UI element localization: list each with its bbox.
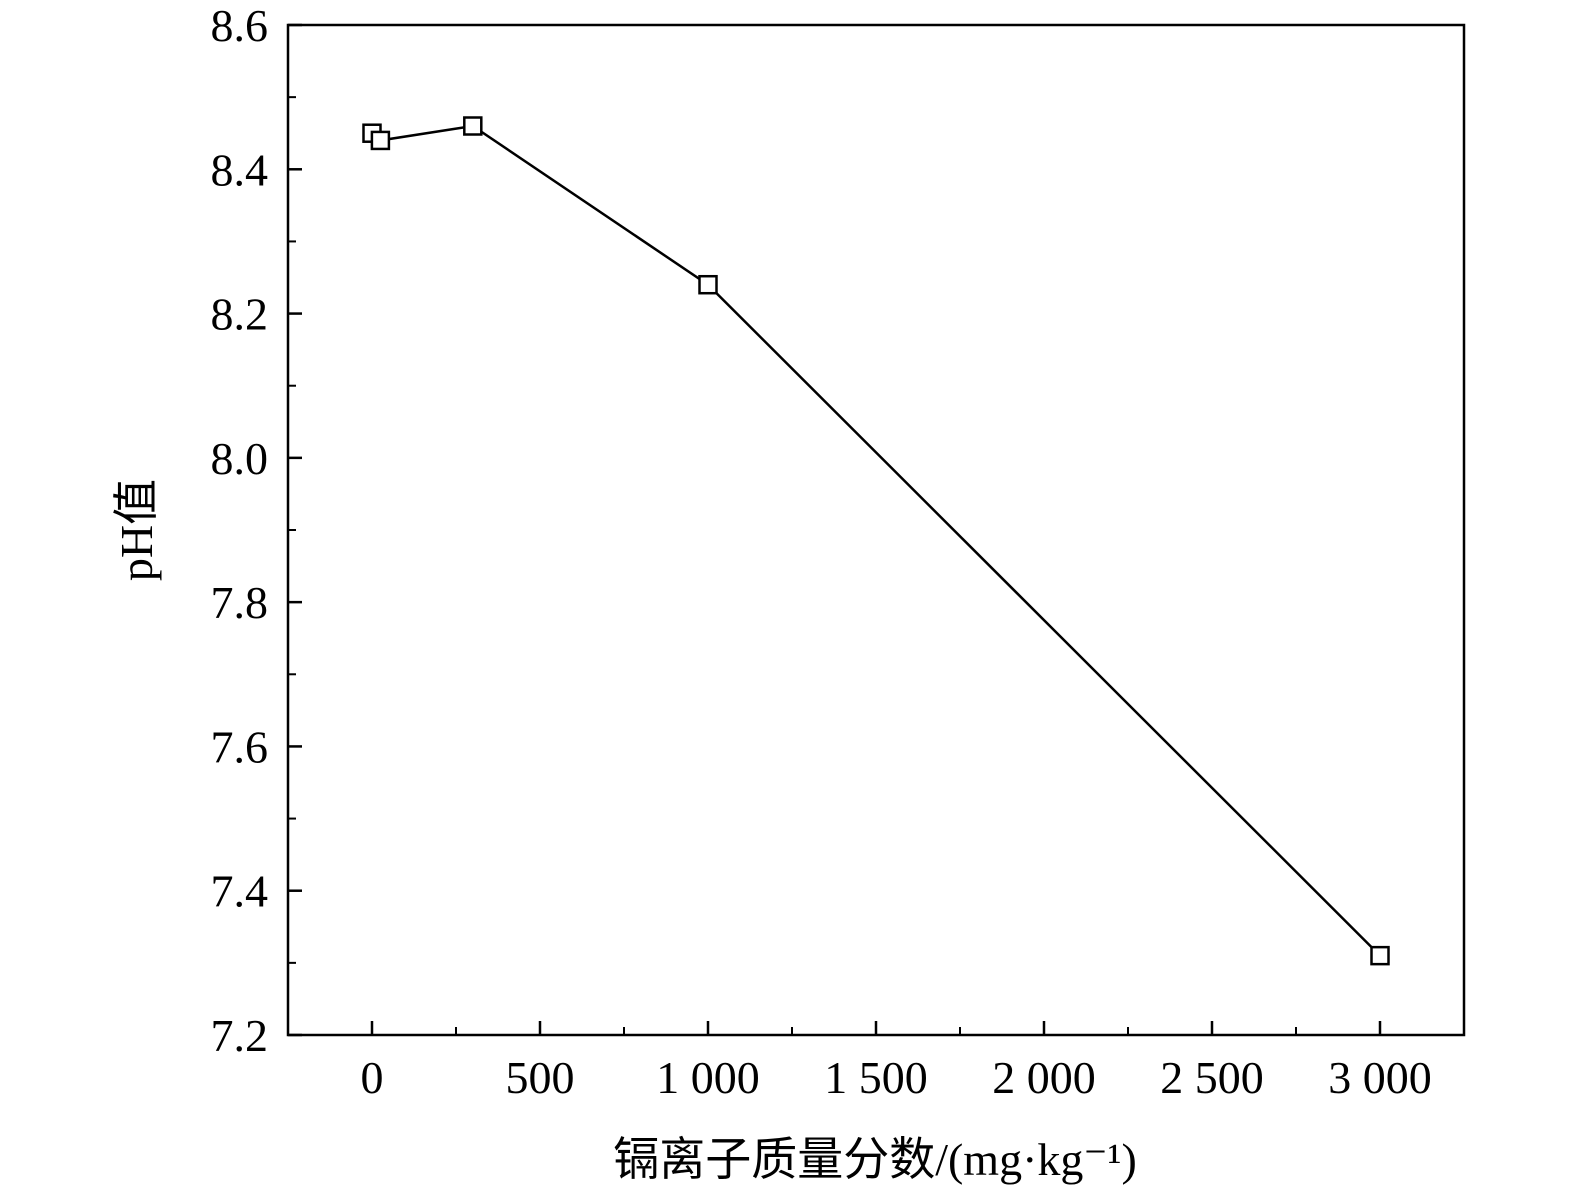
- data-point-marker: [370, 130, 391, 151]
- x-tick-label: 2 000: [992, 1052, 1096, 1103]
- y-tick-label: 8.0: [211, 433, 269, 484]
- series-line-layer: [371, 124, 1381, 957]
- data-point-marker: [1370, 945, 1390, 966]
- plot-frame: [286, 23, 1466, 1037]
- x-tick-label: 2 500: [1160, 1052, 1264, 1103]
- series-line: [371, 124, 1381, 957]
- y-tick-label: 8.4: [211, 144, 269, 195]
- x-tick-label: 3 000: [1328, 1052, 1432, 1103]
- y-tick-label: 7.4: [211, 866, 269, 917]
- x-tick-label: 1 500: [824, 1052, 928, 1103]
- data-point-marker: [463, 116, 483, 136]
- y-tick-label: 7.8: [211, 577, 269, 628]
- x-tick-label: 500: [506, 1052, 575, 1103]
- x-tick-label: 1 000: [656, 1052, 760, 1103]
- y-axis-title: pH值: [111, 479, 162, 581]
- y-tick-label: 8.6: [211, 0, 269, 51]
- y-tick-label: 7.6: [211, 721, 269, 772]
- data-point-marker: [698, 274, 718, 295]
- y-tick-label: 8.2: [211, 289, 269, 340]
- x-axis-title: 镉离子质量分数/(mg·kg⁻¹): [613, 1134, 1137, 1185]
- data-marker-layer: [362, 116, 1390, 966]
- plot-frame-layer: [286, 23, 1466, 1037]
- y-tick-label: 7.2: [211, 1010, 269, 1061]
- x-tick-label: 0: [361, 1052, 384, 1103]
- axis-labels-layer: 镉离子质量分数/(mg·kg⁻¹) pH值: [111, 479, 1137, 1185]
- axis-ticks-layer: 7.2 7.4 7.6 7.8 8.0 8.2 8.4 8.6 0 500 1 000 1 500 2 …: [211, 0, 1432, 1103]
